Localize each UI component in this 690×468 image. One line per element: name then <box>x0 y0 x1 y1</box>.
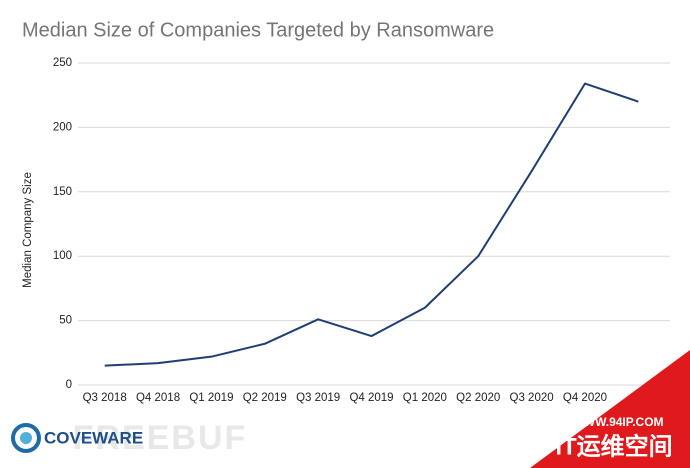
y-tick-label: 250 <box>53 57 72 69</box>
x-tick-label: Q3 2018 <box>83 392 127 404</box>
y-tick-label: 200 <box>53 121 72 133</box>
x-tick-label: Q1 2020 <box>403 392 447 404</box>
x-tick-label: Q1 2019 <box>189 392 233 404</box>
plot-area: 0 50 100 150 200 250 Q3 2018 Q4 2018 Q1 2019 Q2 2… <box>53 57 670 404</box>
x-tick-label: Q2 2019 <box>243 392 287 404</box>
x-tick-label: Q2 2020 <box>456 392 500 404</box>
watermark: FREEBUF <box>73 419 248 457</box>
x-tick-label: Q3 2019 <box>296 392 340 404</box>
x-tick-label: Q4 2019 <box>349 392 393 404</box>
chart-title: Median Size of Companies Targeted by Ran… <box>22 19 494 41</box>
corner-site: WWW.94IP.COM <box>572 415 663 429</box>
line <box>104 82 639 367</box>
corner-name: IT运维空间 <box>555 432 672 460</box>
y-tick-label: 0 <box>66 379 72 391</box>
y-tick-label: 150 <box>53 186 72 198</box>
y-tick-label: 50 <box>59 315 72 327</box>
y-axis-label: Median Company Size <box>22 172 34 288</box>
y-tick-label: 100 <box>53 250 72 262</box>
logo-text: COVEWARE <box>44 428 143 447</box>
logo-icon-inner <box>20 432 32 444</box>
x-tick-label: Q4 2018 <box>136 392 180 404</box>
x-tick-label: Q4 2020 <box>563 392 607 404</box>
logo-icon <box>11 423 41 453</box>
corner-badge <box>530 350 690 468</box>
x-tick-label: Q3 2020 <box>510 392 554 404</box>
